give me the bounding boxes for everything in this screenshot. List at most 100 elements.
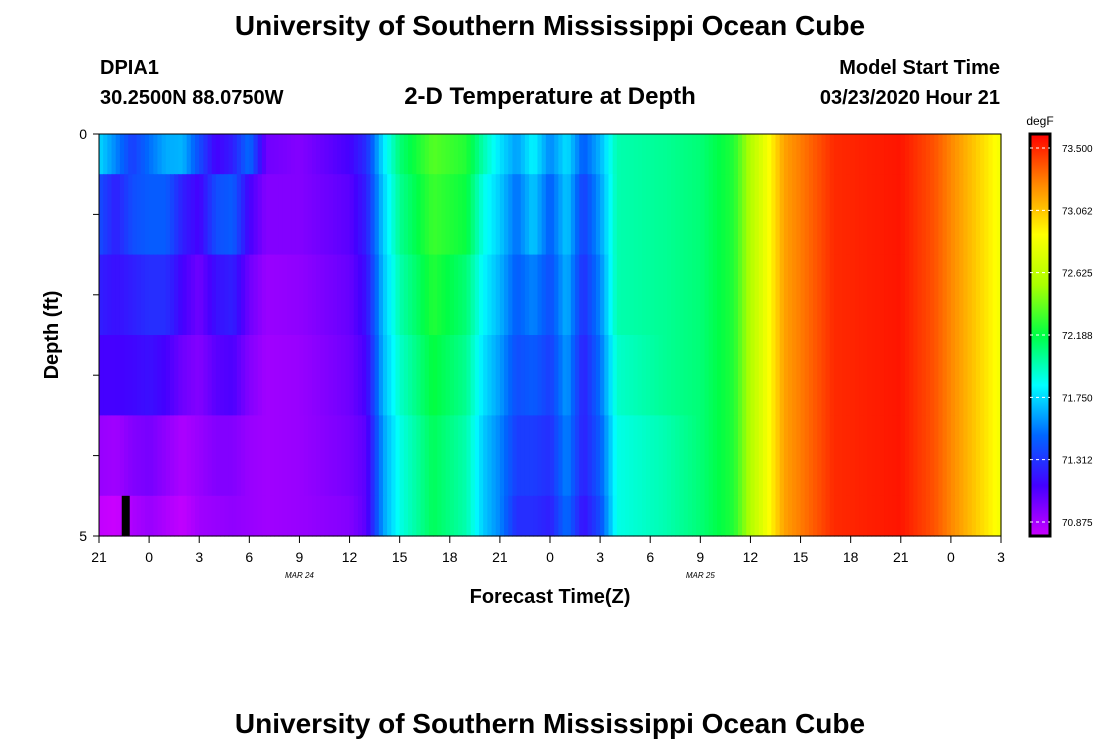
heatmap-cell (416, 495, 422, 537)
y-axis-ticks: 05 (79, 126, 99, 544)
heatmap-cell (904, 495, 910, 537)
heatmap-cell (850, 134, 856, 175)
heatmap-cell (215, 134, 221, 175)
heatmap-cell (174, 134, 179, 175)
heatmap-cell (545, 415, 551, 497)
heatmap-cell (362, 335, 367, 416)
heatmap-cell (942, 495, 948, 537)
heatmap-cell (925, 254, 931, 336)
heatmap-cell (808, 134, 814, 175)
heatmap-cell (754, 254, 760, 336)
heatmap-cell (119, 174, 125, 256)
heatmap-cell (829, 415, 835, 497)
heatmap-cell (278, 495, 284, 537)
heatmap-cell (758, 254, 764, 336)
heatmap-cell (282, 254, 288, 336)
heatmap-cell (357, 174, 363, 256)
heatmap-cell (783, 174, 789, 256)
heatmap-cell (808, 415, 814, 497)
heatmap-cell (754, 335, 760, 416)
heatmap-cell (658, 335, 664, 416)
heatmap-cell (203, 335, 209, 416)
heatmap-cell (291, 134, 296, 175)
heatmap-cell (733, 134, 739, 175)
heatmap-cell (595, 335, 601, 416)
heatmap-cell (721, 335, 726, 416)
heatmap-cell (487, 254, 493, 336)
heatmap-cell (971, 174, 977, 256)
heatmap-cell (975, 415, 981, 497)
heatmap-cell (909, 174, 914, 256)
heatmap-cell (662, 335, 668, 416)
heatmap-cell (558, 415, 564, 497)
heatmap-cell (650, 495, 655, 537)
heatmap-cell (691, 134, 697, 175)
heatmap-cell (558, 495, 564, 537)
heatmap-cell (366, 335, 372, 416)
heatmap-cell (829, 254, 835, 336)
heatmap-cell (955, 415, 960, 497)
heatmap-cell (316, 174, 321, 256)
heatmap-cell (307, 174, 313, 256)
heatmap-cell (103, 254, 108, 336)
heatmap-cell (165, 254, 171, 336)
heatmap-cell (616, 174, 622, 256)
heatmap-cell (412, 335, 417, 416)
heatmap-cell (742, 174, 747, 256)
heatmap-cell (115, 335, 121, 416)
heatmap-cell (796, 415, 802, 497)
heatmap-cell (270, 174, 275, 256)
heatmap-cell (566, 335, 572, 416)
heatmap-cell (558, 254, 564, 336)
heatmap-cell (683, 335, 689, 416)
heatmap-cell (838, 415, 843, 497)
heatmap-cell (224, 495, 230, 537)
heatmap-cell (458, 335, 463, 416)
heatmap-cell (332, 335, 338, 416)
heatmap-cell (458, 174, 463, 256)
heatmap-cell (725, 335, 731, 416)
heatmap-cell (203, 254, 209, 336)
heatmap-cell (99, 415, 104, 497)
heatmap-cell (934, 174, 939, 256)
heatmap-cell (408, 335, 413, 416)
heatmap-cell (332, 495, 338, 537)
heatmap-cell (562, 495, 568, 537)
heatmap-cell (374, 174, 380, 256)
heatmap-cell (520, 134, 526, 175)
heatmap-cell (253, 134, 259, 175)
heatmap-cell (604, 415, 610, 497)
heatmap-cell (721, 495, 726, 537)
heatmap-cell (491, 415, 497, 497)
heatmap-cell (282, 335, 288, 416)
heatmap-cell (182, 134, 188, 175)
heatmap-cell (721, 254, 726, 336)
heatmap-cell (124, 415, 129, 497)
heatmap-cell (671, 415, 676, 497)
heatmap-cell (704, 495, 710, 537)
heatmap-cell (462, 134, 468, 175)
heatmap-cell (746, 495, 752, 537)
heatmap-cell (491, 174, 497, 256)
heatmap-cell (466, 495, 472, 537)
heatmap-cell (742, 415, 747, 497)
heatmap-cell (462, 174, 468, 256)
heatmap-cell (737, 254, 743, 336)
heatmap-cell (512, 174, 518, 256)
heatmap-cell (662, 174, 668, 256)
heatmap-cell (825, 335, 831, 416)
heatmap-cell (696, 174, 701, 256)
heatmap-cell (604, 335, 610, 416)
heatmap-cell (959, 495, 965, 537)
heatmap-cell (132, 134, 138, 175)
heatmap-cell (328, 254, 334, 336)
heatmap-cell (215, 254, 221, 336)
heatmap-cell (708, 134, 714, 175)
heatmap-cell (533, 174, 539, 256)
heatmap-cell (433, 495, 438, 537)
heatmap-cell (499, 415, 505, 497)
heatmap-cell (825, 174, 831, 256)
heatmap-cell (604, 134, 610, 175)
heatmap-cell (875, 335, 881, 416)
heatmap-cell (337, 174, 342, 256)
